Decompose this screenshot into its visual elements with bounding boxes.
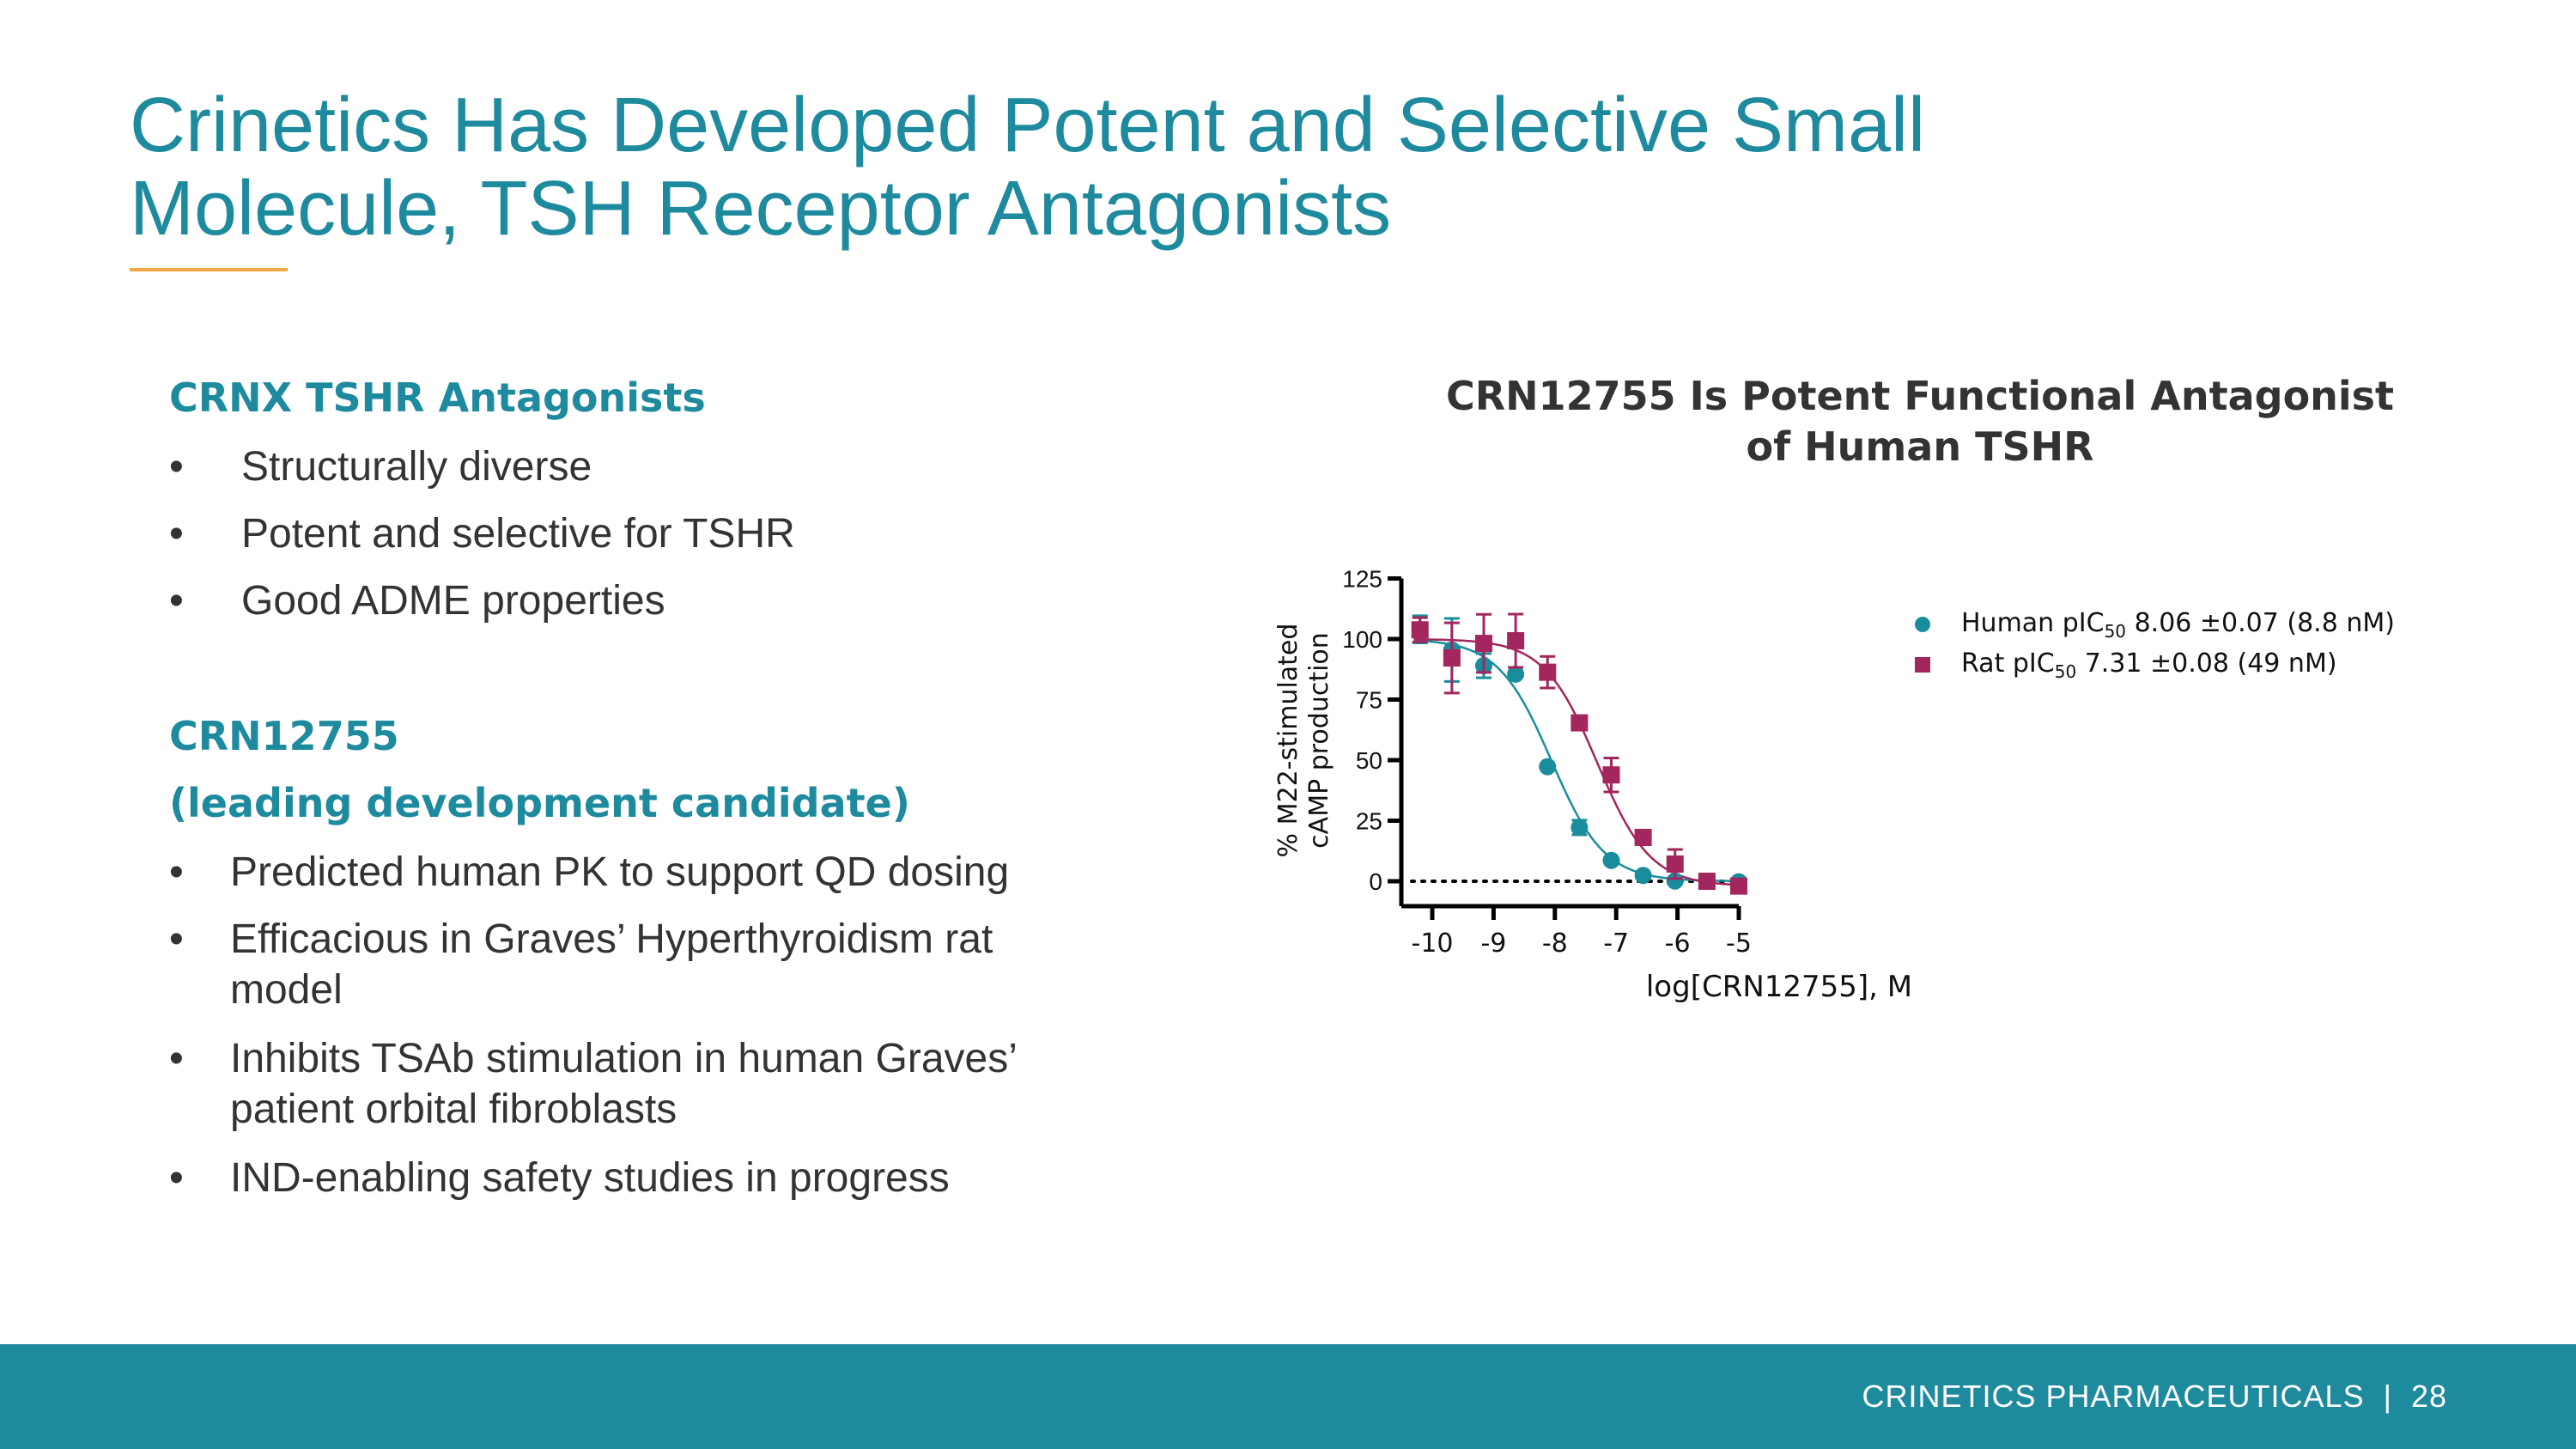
- legend-value: 7.31 ±0.08 (49 nM): [2076, 648, 2337, 679]
- legend-subscript: 50: [2104, 621, 2127, 642]
- axes: 0 25 50 75 100 125 -10 -9 -8 -7 -6 -5: [1342, 566, 1752, 959]
- human-data-point: [1634, 867, 1652, 885]
- slide-title: Crinetics Has Developed Potent and Selec…: [130, 84, 1925, 251]
- section-heading-antagonists: CRNX TSHR Antagonists: [169, 374, 706, 421]
- section-heading-candidate: CRN12755: [169, 713, 399, 759]
- rat-data-point: [1507, 631, 1525, 649]
- chart-title-line-2: of Human TSHR: [1746, 423, 2094, 470]
- y-tick-label: 125: [1342, 566, 1382, 593]
- data-marks: [1411, 612, 1747, 895]
- bullet-icon: •: [169, 444, 184, 490]
- title-underline: [130, 268, 288, 271]
- section-subheading-candidate: (leading development candidate): [169, 780, 910, 826]
- bullet-icon: •: [169, 1036, 184, 1081]
- y-tick-label: 100: [1342, 626, 1382, 653]
- footer-bar: CRINETICS PHARMACEUTICALS | 28: [0, 1344, 2576, 1449]
- rat-data-point: [1539, 663, 1557, 681]
- human-data-point: [1539, 758, 1557, 776]
- legend-item-human: Human pIC50 8.06 ±0.07 (8.8 nM): [1915, 608, 2395, 642]
- x-axis-label: log[CRN12755], M: [1646, 970, 1912, 1004]
- x-tick-label: -5: [1726, 928, 1752, 959]
- human-data-point: [1602, 851, 1620, 869]
- bullet-icon: •: [169, 578, 184, 624]
- x-tick-label: -10: [1412, 928, 1454, 959]
- legend-item-rat: Rat pIC50 7.31 ±0.08 (49 nM): [1915, 648, 2337, 682]
- bullet-icon: •: [169, 849, 184, 895]
- rat-fit-curve: [1413, 638, 1739, 886]
- legend-circle-icon: [1915, 616, 1930, 632]
- human-fit-curve: [1413, 639, 1740, 883]
- x-tick-label: -8: [1542, 928, 1568, 959]
- legend-label: Rat pIC: [1961, 648, 2055, 679]
- chart-title: CRN12755 Is Potent Functional Antagonist…: [1405, 371, 2435, 472]
- rat-data-point: [1602, 766, 1620, 784]
- rat-data-point: [1571, 714, 1589, 732]
- x-tick-label: -7: [1603, 928, 1629, 959]
- rat-data-point: [1666, 855, 1684, 873]
- human-data-point: [1507, 665, 1525, 683]
- x-tick-label: -9: [1480, 928, 1506, 959]
- y-tick-label: 75: [1356, 687, 1382, 714]
- legend-square-icon: [1915, 656, 1930, 673]
- rat-data-point: [1698, 873, 1716, 890]
- rat-data-point: [1634, 828, 1652, 846]
- y-axis-label-line-2: cAMP production: [1304, 632, 1334, 849]
- legend-value: 8.06 ±0.07 (8.8 nM): [2126, 608, 2395, 638]
- legend-subscript: 50: [2054, 661, 2077, 682]
- bullet-icon: •: [169, 511, 184, 557]
- y-tick-label: 25: [1356, 808, 1382, 835]
- bullet-icon: •: [169, 916, 184, 962]
- rat-data-point: [1443, 648, 1461, 667]
- rat-data-point: [1730, 877, 1747, 895]
- y-tick-label: 0: [1369, 868, 1382, 895]
- human-data-point: [1666, 872, 1684, 890]
- rat-data-point: [1474, 635, 1492, 653]
- footer-text: CRINETICS PHARMACEUTICALS | 28: [1862, 1379, 2447, 1414]
- title-line-1: Crinetics Has Developed Potent and Selec…: [130, 82, 1926, 168]
- rat-data-point: [1411, 621, 1429, 639]
- chart-title-line-1: CRN12755 Is Potent Functional Antagonist: [1445, 373, 2395, 419]
- title-line-2: Molecule, TSH Receptor Antagonists: [130, 166, 1392, 252]
- y-axis-label-line-1: % M22-stimulated: [1273, 624, 1303, 858]
- bullet-icon: •: [169, 1155, 184, 1201]
- x-tick-label: -6: [1665, 928, 1691, 959]
- y-tick-label: 50: [1356, 747, 1382, 774]
- legend-label: Human pIC: [1961, 608, 2105, 638]
- human-data-point: [1571, 819, 1589, 837]
